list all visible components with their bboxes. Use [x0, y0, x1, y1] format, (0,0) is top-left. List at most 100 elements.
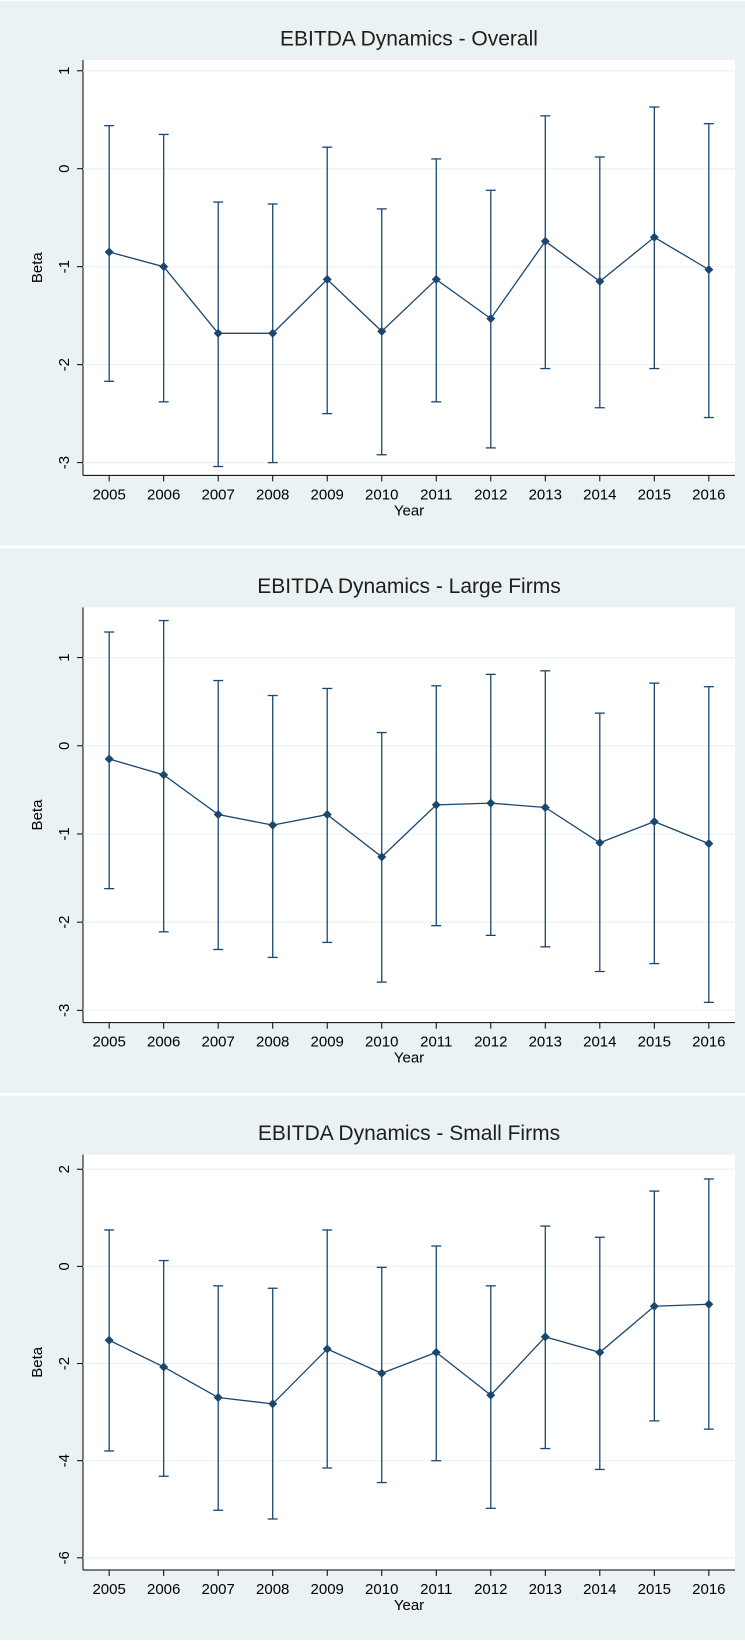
estimate-point: [159, 1362, 169, 1372]
x-tick-label: 2012: [474, 486, 507, 503]
x-tick-label: 2013: [529, 486, 562, 503]
x-tick-label: 2009: [311, 1034, 344, 1051]
estimate-line: [108, 758, 710, 858]
y-tick-label: -2: [56, 358, 73, 371]
estimate-point: [595, 276, 605, 286]
x-axis-label: Year: [394, 502, 424, 519]
estimate-point: [268, 328, 278, 338]
x-tick-label: 2008: [256, 1034, 289, 1051]
y-tick-label: 1: [56, 67, 73, 75]
x-tick-label: 2014: [583, 1034, 616, 1051]
x-tick-label: 2011: [420, 1581, 452, 1598]
x-tick-label: 2015: [638, 1581, 671, 1598]
chart-panel: EBITDA Dynamics - Overall -3 -2 -1 0 1 Beta 200…: [0, 1, 745, 546]
x-tick-label: 2011: [420, 1034, 452, 1051]
estimate-point: [213, 1393, 223, 1403]
y-tick-label: 0: [56, 165, 73, 173]
y-tick-label: -6: [56, 1551, 73, 1564]
y-tick-label: 1: [56, 653, 73, 661]
estimate-line: [108, 236, 710, 334]
chart-title: EBITDA Dynamics - Small Firms: [258, 1122, 560, 1145]
x-tick-label: 2007: [202, 486, 235, 503]
x-tick-label: 2005: [92, 486, 125, 503]
chart-title: EBITDA Dynamics - Large Firms: [257, 575, 560, 598]
x-tick-label: 2010: [365, 1581, 398, 1598]
plot-area: [83, 60, 735, 476]
y-tick-label: -2: [56, 915, 73, 928]
estimate-point: [540, 1332, 550, 1342]
y-tick-label: 0: [56, 1262, 73, 1270]
estimate-point: [159, 770, 169, 780]
x-tick-label: 2015: [638, 486, 671, 503]
x-tick-label: 2009: [311, 486, 344, 503]
x-axis-label: Year: [394, 1597, 424, 1614]
estimate-point: [540, 236, 550, 246]
estimate-point: [486, 314, 496, 324]
x-tick-label: 2016: [692, 1581, 725, 1598]
y-tick-label: -4: [56, 1454, 73, 1467]
x-tick-label: 2006: [147, 1581, 180, 1598]
chart-title: EBITDA Dynamics - Overall: [280, 28, 538, 51]
x-tick-label: 2015: [638, 1034, 671, 1051]
estimate-point: [322, 810, 332, 820]
estimate-point: [159, 262, 169, 272]
estimate-point: [704, 265, 714, 275]
y-tick-label: -3: [56, 1004, 73, 1017]
x-tick-label: 2005: [92, 1581, 125, 1598]
x-tick-label: 2013: [529, 1581, 562, 1598]
x-tick-label: 2013: [529, 1034, 562, 1051]
estimate-point: [431, 1347, 441, 1357]
y-tick-label: -2: [56, 1357, 73, 1370]
x-tick-label: 2008: [256, 1581, 289, 1598]
estimate-point: [595, 1347, 605, 1357]
y-axis-label: Beta: [29, 1346, 46, 1378]
estimate-point: [486, 1390, 496, 1400]
estimate-point: [377, 1368, 387, 1378]
y-axis-label: Beta: [29, 799, 46, 831]
plot-area: [83, 607, 735, 1023]
estimate-point: [322, 1344, 332, 1354]
estimate-line: [108, 1303, 709, 1405]
chart-panel: EBITDA Dynamics - Large Firms -3 -2 -1 0 1 Bet…: [0, 548, 745, 1093]
estimate-point: [486, 798, 496, 808]
chart-panel: EBITDA Dynamics - Small Firms -6 -4 -2 0 2 Bet…: [0, 1095, 745, 1640]
x-tick-label: 2016: [692, 1034, 725, 1051]
estimate-point: [595, 838, 605, 848]
estimate-point: [704, 839, 714, 849]
estimate-point: [377, 326, 387, 336]
x-tick-label: 2006: [147, 486, 180, 503]
x-tick-label: 2010: [365, 1034, 398, 1051]
x-tick-label: 2012: [474, 1034, 507, 1051]
x-tick-label: 2005: [92, 1034, 125, 1051]
estimate-point: [104, 754, 114, 764]
estimate-point: [213, 328, 223, 338]
estimate-point: [377, 852, 387, 862]
estimate-point: [540, 803, 550, 813]
estimate-point: [213, 810, 223, 820]
x-tick-label: 2012: [474, 1581, 507, 1598]
estimate-point: [104, 247, 114, 257]
estimate-point: [431, 800, 441, 810]
estimate-point: [649, 1301, 659, 1311]
x-tick-label: 2016: [692, 486, 725, 503]
estimate-point: [104, 1335, 114, 1345]
x-axis-label: Year: [394, 1050, 424, 1067]
estimate-point: [322, 274, 332, 284]
y-tick-label: -1: [56, 827, 73, 840]
x-tick-label: 2007: [202, 1581, 235, 1598]
estimate-point: [268, 1399, 278, 1409]
x-tick-label: 2011: [420, 486, 452, 503]
estimate-point: [649, 817, 659, 827]
x-tick-label: 2006: [147, 1034, 180, 1051]
y-tick-label: -3: [56, 456, 73, 469]
estimate-point: [649, 232, 659, 242]
estimate-point: [431, 274, 441, 284]
y-tick-label: 2: [56, 1165, 73, 1173]
x-tick-label: 2014: [583, 1581, 616, 1598]
y-tick-label: -1: [56, 260, 73, 273]
x-tick-label: 2007: [202, 1034, 235, 1051]
y-tick-label: 0: [56, 742, 73, 750]
x-tick-label: 2014: [583, 486, 616, 503]
estimate-point: [704, 1299, 714, 1309]
